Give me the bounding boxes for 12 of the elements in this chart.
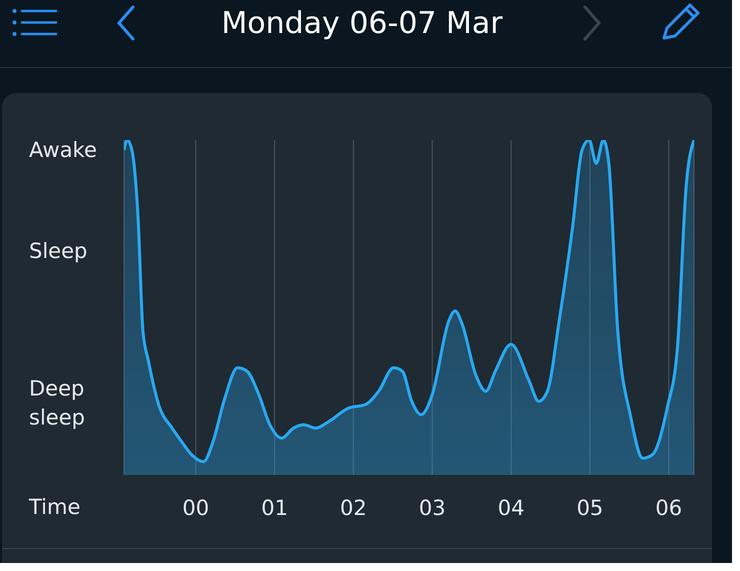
text: Deep sleep (29, 376, 85, 430)
x-tick-label: 02 (340, 496, 367, 520)
text: Sleep (29, 239, 88, 263)
x-tick-label: 03 (418, 496, 446, 520)
chart-title: Monday 06-07 Mar (220, 5, 504, 43)
x-axis-title: Time (29, 494, 80, 521)
x-tick-label: 00 (182, 496, 210, 520)
x-tick-label: 04 (498, 496, 524, 520)
x-tick-label: 05 (576, 496, 604, 520)
text: Awake (29, 138, 97, 162)
x-tick-label: 06 (655, 496, 682, 520)
x-tick-label: 01 (261, 496, 288, 520)
